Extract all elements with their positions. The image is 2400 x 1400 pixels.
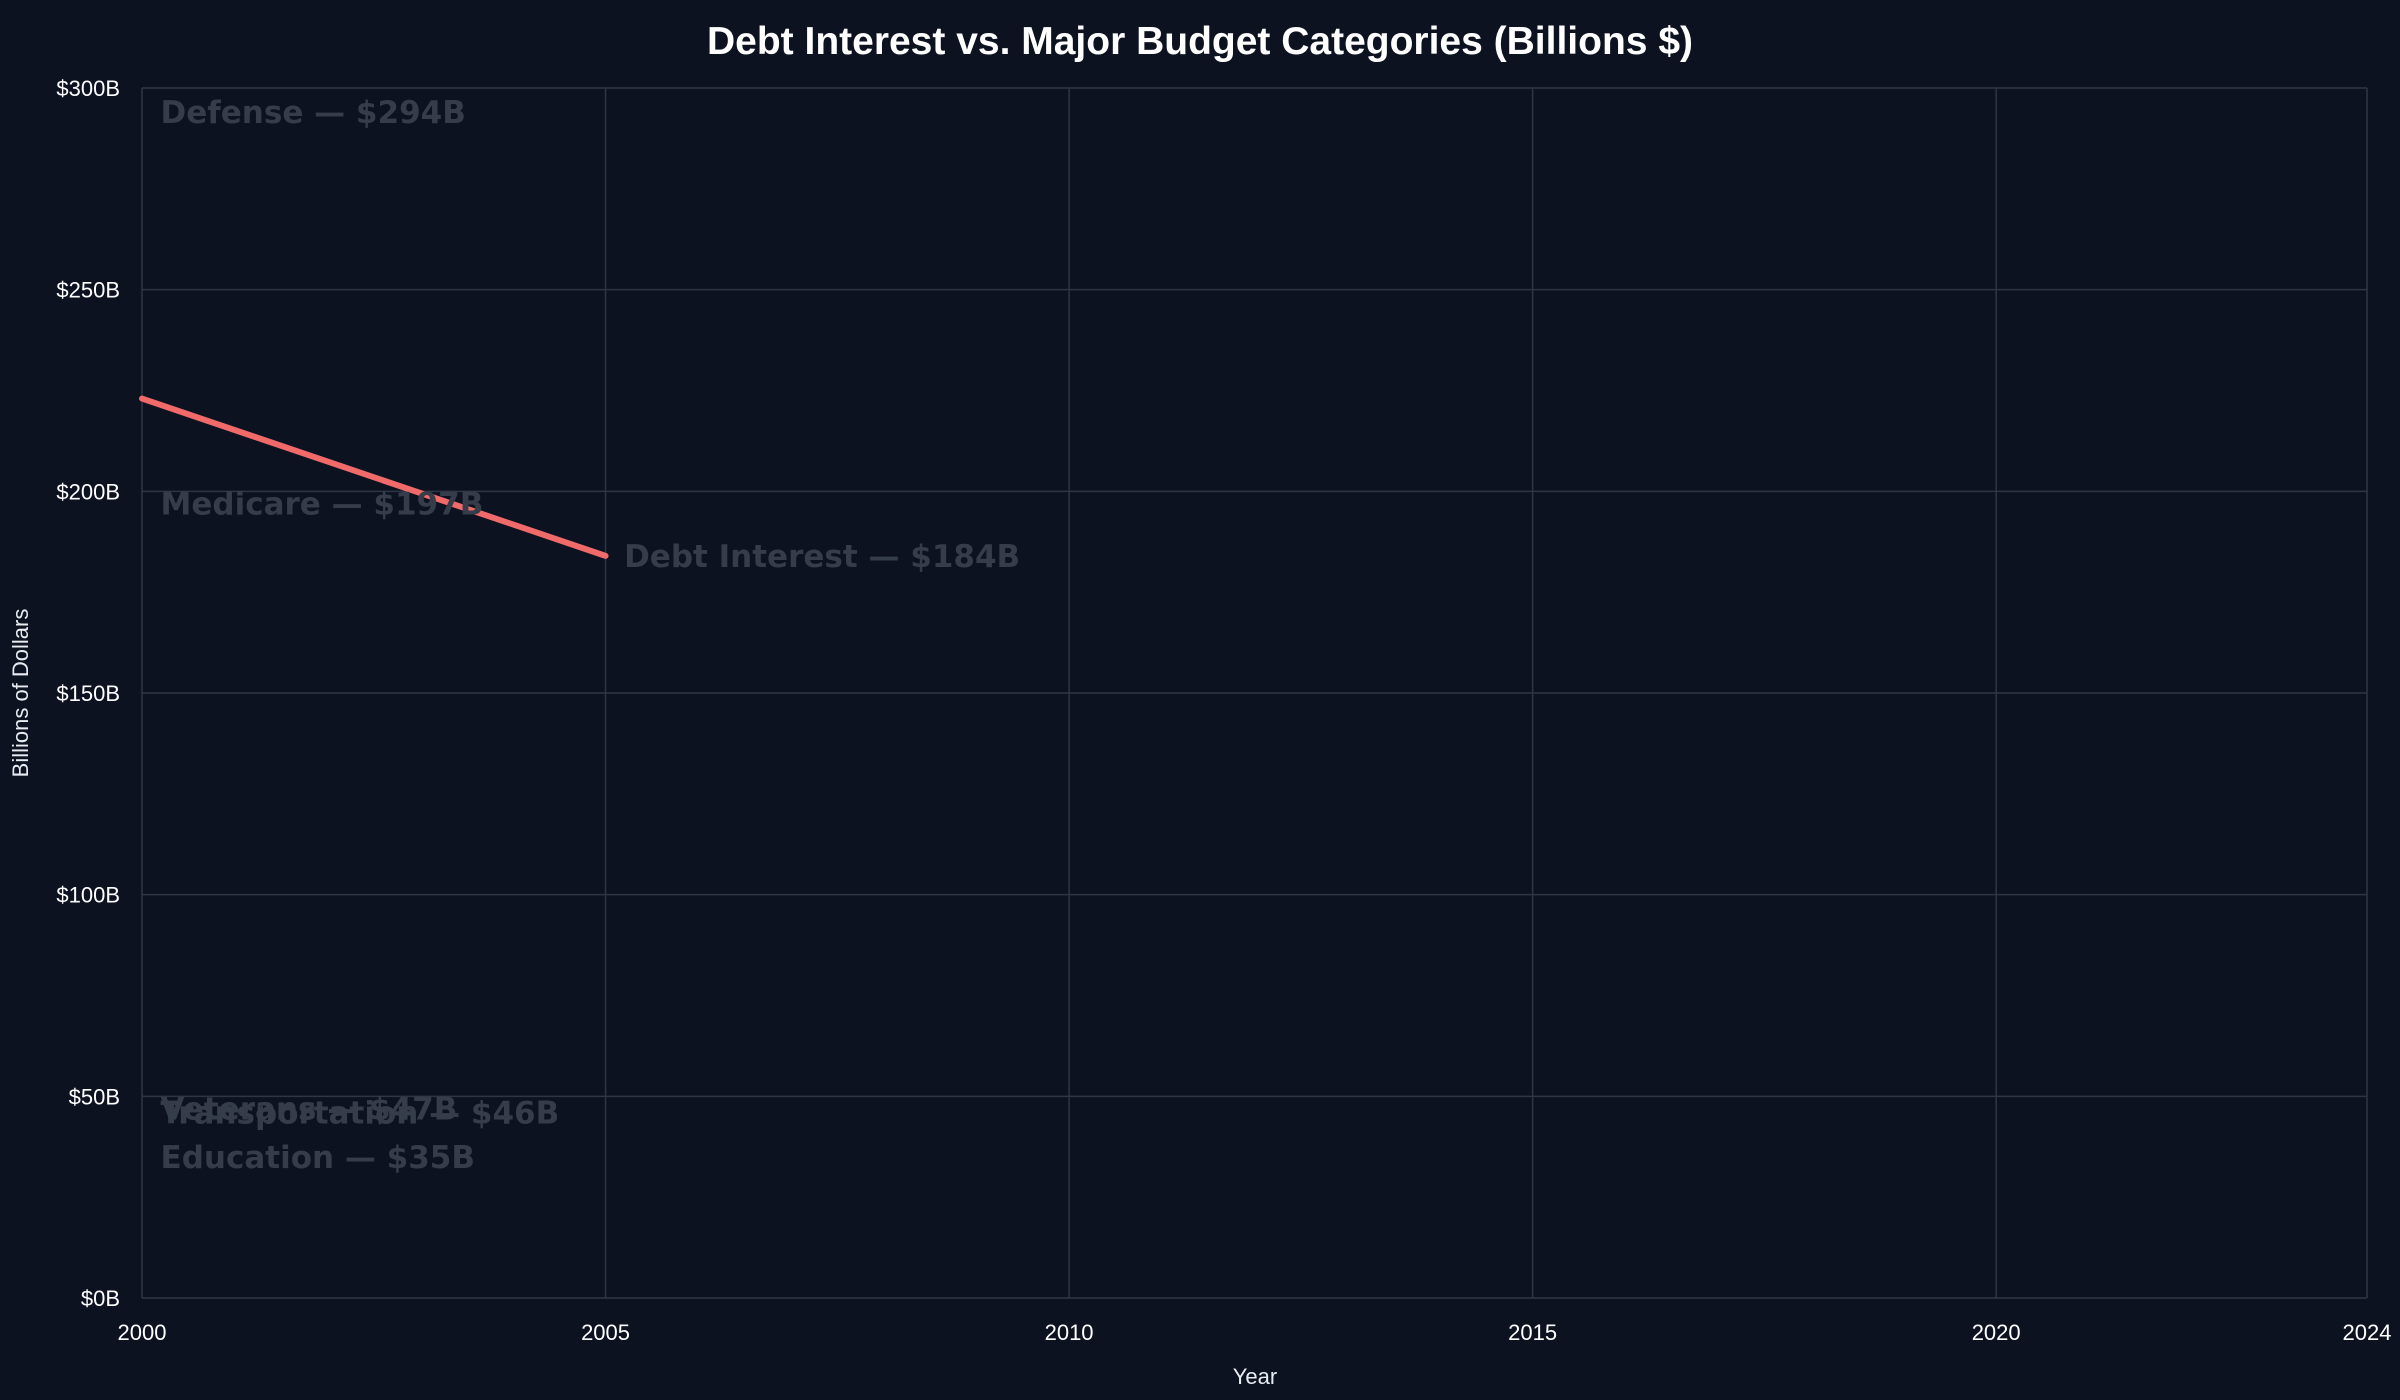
x-axis-title: Year xyxy=(1233,1364,1277,1389)
y-tick-label: $200B xyxy=(56,479,120,504)
series-line-0 xyxy=(139,395,609,559)
x-tick-label: 2024 xyxy=(2343,1320,2392,1345)
y-tick-label: $300B xyxy=(56,76,120,101)
tick-layer: $0B $50B $100B $150B $200B $250B $300B 2000 2005… xyxy=(56,76,2391,1345)
y-axis-title: Billions of Dollars xyxy=(8,609,33,778)
annotation-label: Transportation — $46B xyxy=(161,1095,560,1131)
annotation-label: Debt Interest — $184B xyxy=(624,539,1020,575)
annotation-label: Medicare — $197B xyxy=(161,486,484,522)
x-tick-label: 2005 xyxy=(581,1320,630,1345)
series-layer xyxy=(139,395,609,559)
x-tick-label: 2000 xyxy=(118,1320,167,1345)
x-tick-label: 2020 xyxy=(1972,1320,2021,1345)
y-tick-label: $250B xyxy=(56,278,120,303)
y-tick-label: $150B xyxy=(56,681,120,706)
x-tick-label: 2015 xyxy=(1508,1320,1557,1345)
grid-layer xyxy=(141,87,2368,1299)
x-tick-label: 2010 xyxy=(1045,1320,1094,1345)
y-tick-label: $0B xyxy=(81,1286,120,1311)
annotation-label: Education — $35B xyxy=(161,1140,475,1176)
annotation-layer: Defense — $294B Medicare — $197B Debt Inte… xyxy=(161,95,1021,1176)
y-tick-label: $50B xyxy=(69,1084,120,1109)
annotation-label: Defense — $294B xyxy=(161,95,466,131)
chart-title: Debt Interest vs. Major Budget Categorie… xyxy=(707,20,1693,63)
annotation-label: Veterans — $47B xyxy=(161,1091,458,1127)
y-tick-label: $100B xyxy=(56,883,120,908)
